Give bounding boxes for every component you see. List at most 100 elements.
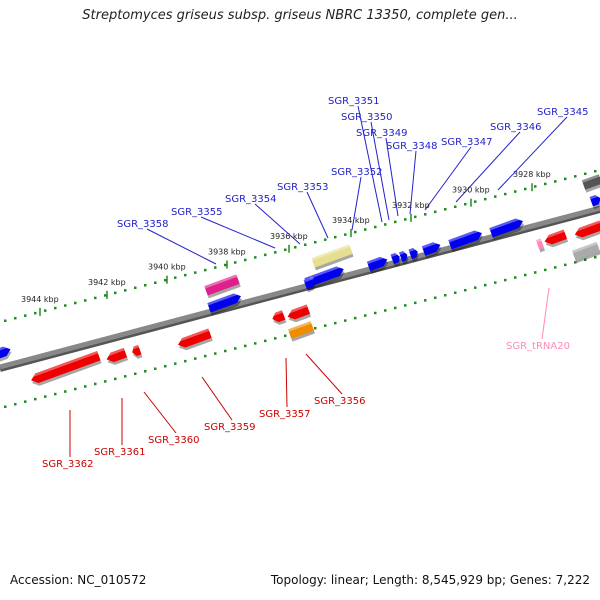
- gene-arrow[interactable]: [207, 291, 243, 316]
- gene-arrow-highlight: [29, 350, 98, 378]
- gene-label-sgr_3351-leader: [357, 105, 383, 223]
- gene-label-sgr_3362[interactable]: SGR_3362: [42, 459, 94, 470]
- gene-arrow[interactable]: [0, 344, 13, 363]
- gene-label-sgr_3359-leader: [201, 376, 233, 421]
- gene-label-sgr_3360[interactable]: SGR_3360: [148, 435, 200, 446]
- upper-track-dot: [484, 197, 487, 201]
- gene-label-sgr_3358-leader: [146, 228, 217, 265]
- gene-label-sgr_3346[interactable]: SGR_3346: [490, 122, 542, 133]
- lower-track-dot: [374, 311, 377, 315]
- upper-track-dot: [34, 311, 37, 315]
- upper-track-dot: [374, 225, 377, 229]
- lower-track-dot: [324, 324, 327, 327]
- khaki-feature[interactable]: [311, 244, 354, 271]
- gene-arrow[interactable]: [270, 310, 287, 326]
- gene-arrow-highlight: [207, 291, 241, 306]
- gene-arrow-body: [303, 277, 315, 290]
- gene-arrow-highlight: [366, 254, 387, 265]
- upper-track-dot: [594, 170, 597, 173]
- gene-arrow[interactable]: [542, 229, 569, 250]
- gene-arrow[interactable]: [489, 216, 525, 241]
- upper-track-dot: [194, 271, 197, 274]
- gene-arrow-body: [489, 218, 523, 238]
- lower-track-dot: [364, 314, 367, 317]
- gene-label-sgr_3351[interactable]: SGR_3351: [328, 96, 380, 107]
- trna-label[interactable]: SGR_tRNA20: [506, 341, 570, 352]
- gene-label-sgr_3354[interactable]: SGR_3354: [225, 194, 277, 205]
- gene-label-sgr_3352[interactable]: SGR_3352: [331, 167, 383, 178]
- upper-track-dot: [494, 195, 497, 198]
- gene-label-sgr_3353[interactable]: SGR_3353: [277, 182, 329, 193]
- upper-track-dot: [54, 306, 57, 310]
- gene-label-sgr_3356[interactable]: SGR_3356: [314, 396, 366, 407]
- upper-track-dot: [454, 205, 457, 208]
- lower-track-dot: [154, 367, 157, 370]
- lower-track-dot: [24, 400, 27, 403]
- khaki-feature-highlight: [311, 244, 350, 261]
- upper-track-dot: [394, 220, 397, 224]
- tick-label: 3932 kbp: [392, 201, 430, 210]
- gene-arrow[interactable]: [589, 193, 600, 210]
- gene-label-sgr_3345[interactable]: SGR_3345: [537, 107, 589, 118]
- upper-track-dot: [174, 276, 177, 279]
- gene-arrow[interactable]: [285, 304, 312, 325]
- gene-arrow[interactable]: [448, 228, 484, 253]
- lower-track-dot: [444, 294, 447, 297]
- dark-feature[interactable]: [581, 174, 600, 193]
- upper-track-dot: [14, 316, 17, 320]
- gene-label-sgr_3360-leader: [143, 391, 177, 434]
- gene-arrow[interactable]: [104, 347, 129, 367]
- upper-track-dot: [544, 182, 547, 186]
- tick-label: 3938 kbp: [208, 247, 246, 256]
- lower-track-dot: [124, 375, 127, 378]
- lower-track-dot: [484, 283, 487, 287]
- gray-feature-highlight: [572, 241, 598, 254]
- upper-track-dot: [404, 218, 407, 221]
- gene-label-sgr_3354-leader: [254, 203, 301, 245]
- orange-feature[interactable]: [288, 321, 316, 342]
- gene-arrow-highlight: [104, 347, 125, 358]
- gene-label-sgr_3350[interactable]: SGR_3350: [341, 112, 393, 123]
- gene-arrow-highlight: [304, 264, 343, 281]
- gene-label-sgr_3353-leader: [306, 191, 329, 239]
- gene-label-sgr_3346-leader: [455, 131, 521, 203]
- tick-label: 3942 kbp: [88, 278, 126, 287]
- gene-arrow-body: [589, 194, 600, 207]
- gene-arrow-highlight: [448, 228, 482, 243]
- gene-label-sgr_3357[interactable]: SGR_3357: [259, 409, 311, 420]
- gene-arrow[interactable]: [421, 240, 443, 259]
- gene-arrow[interactable]: [408, 246, 421, 262]
- gene-label-sgr_3355[interactable]: SGR_3355: [171, 207, 223, 218]
- gene-label-sgr_3361[interactable]: SGR_3361: [94, 447, 146, 458]
- gene-arrow[interactable]: [573, 220, 600, 243]
- gene-label-sgr_3359[interactable]: SGR_3359: [204, 422, 256, 433]
- lower-dotted-track: [4, 256, 597, 408]
- gene-arrow[interactable]: [303, 276, 318, 293]
- magenta-feature[interactable]: [204, 274, 241, 299]
- tick-label: 3936 kbp: [270, 232, 308, 241]
- gene-arrow[interactable]: [176, 328, 213, 352]
- lower-track-dot: [514, 276, 517, 279]
- upper-track-dot: [264, 253, 267, 257]
- gene-arrow[interactable]: [399, 250, 410, 265]
- upper-track-dot: [284, 248, 287, 252]
- gene-label-sgr_3347[interactable]: SGR_3347: [441, 137, 493, 148]
- trna-feature-body: [535, 238, 545, 250]
- gene-label-sgr_3358[interactable]: SGR_3358: [117, 219, 169, 230]
- gene-arrow-highlight: [130, 344, 139, 351]
- gray-feature[interactable]: [572, 241, 600, 263]
- lower-track-dot: [84, 385, 87, 388]
- lower-track-dot: [204, 354, 207, 358]
- trna-feature[interactable]: [535, 238, 546, 253]
- gene-arrow[interactable]: [29, 350, 102, 388]
- upper-track-dot: [294, 246, 297, 249]
- gene-arrow[interactable]: [366, 254, 390, 274]
- khaki-feature-body: [311, 244, 353, 268]
- gene-arrow[interactable]: [390, 251, 403, 267]
- gene-label-sgr_3349[interactable]: SGR_3349: [356, 128, 408, 139]
- gene-arrow[interactable]: [130, 344, 143, 360]
- gene-arrow-highlight: [408, 246, 417, 253]
- gene-arrow-highlight: [421, 240, 440, 249]
- gene-label-sgr_3348[interactable]: SGR_3348: [386, 141, 438, 152]
